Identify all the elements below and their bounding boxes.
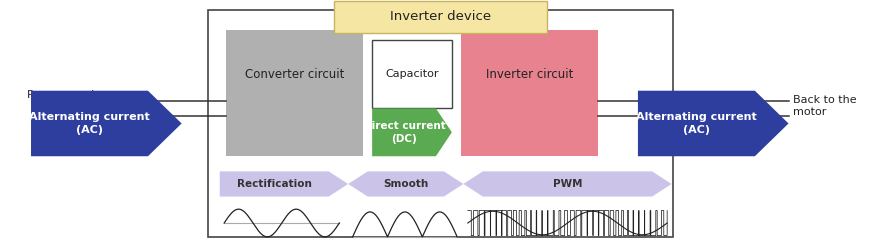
Polygon shape bbox=[31, 91, 182, 156]
Text: Capacitor: Capacitor bbox=[385, 69, 439, 79]
Text: Direct current
(DC): Direct current (DC) bbox=[362, 121, 446, 143]
Text: Inverter device: Inverter device bbox=[390, 10, 492, 23]
FancyBboxPatch shape bbox=[461, 30, 598, 156]
Polygon shape bbox=[463, 171, 672, 197]
FancyBboxPatch shape bbox=[208, 10, 673, 237]
Text: Converter circuit: Converter circuit bbox=[245, 68, 345, 81]
Text: Inverter circuit: Inverter circuit bbox=[486, 68, 573, 81]
FancyBboxPatch shape bbox=[334, 1, 547, 33]
Text: Power supply: Power supply bbox=[27, 89, 100, 100]
Text: Back to the
motor: Back to the motor bbox=[793, 95, 857, 117]
FancyBboxPatch shape bbox=[372, 40, 452, 108]
FancyBboxPatch shape bbox=[226, 30, 363, 156]
Text: Smooth: Smooth bbox=[383, 179, 429, 189]
Text: Alternating current
(AC): Alternating current (AC) bbox=[29, 112, 150, 135]
Text: Alternating current
(AC): Alternating current (AC) bbox=[636, 112, 757, 135]
Polygon shape bbox=[348, 171, 463, 197]
Polygon shape bbox=[220, 171, 348, 197]
Polygon shape bbox=[372, 108, 452, 156]
Text: Rectification: Rectification bbox=[237, 179, 312, 189]
Text: PWM: PWM bbox=[553, 179, 582, 189]
Polygon shape bbox=[638, 91, 789, 156]
